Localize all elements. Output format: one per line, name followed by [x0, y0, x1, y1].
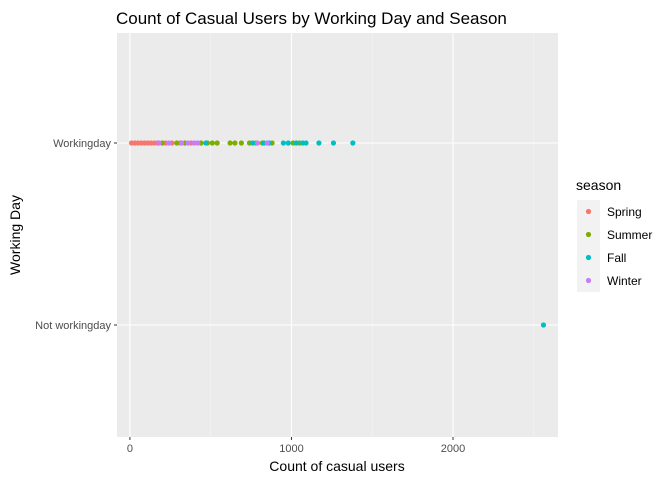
- data-point-fall: [250, 140, 256, 146]
- x-tick-label: 2000: [441, 443, 465, 455]
- data-point-summer: [232, 140, 238, 146]
- legend-marker-winter: [585, 277, 592, 284]
- data-point-winter: [185, 140, 191, 146]
- data-point-fall: [303, 140, 309, 146]
- data-point-summer: [227, 140, 233, 146]
- data-point-summer: [174, 140, 180, 146]
- data-point-fall: [285, 140, 291, 146]
- x-tick-label: 0: [127, 443, 133, 455]
- data-point-fall: [350, 140, 356, 146]
- legend-marker-fall: [585, 254, 592, 261]
- x-tick-label: 1000: [279, 443, 303, 455]
- data-point-winter: [264, 140, 270, 146]
- data-point-fall: [203, 140, 209, 146]
- legend-title: season: [576, 177, 621, 193]
- data-point-winter: [195, 140, 201, 146]
- data-point-summer: [209, 140, 215, 146]
- data-point-summer: [214, 140, 220, 146]
- data-points: [128, 140, 547, 328]
- y-tick-label: Workingday: [53, 138, 111, 150]
- data-point-fall: [330, 140, 337, 146]
- data-point-fall: [540, 322, 547, 328]
- data-point-winter: [156, 140, 162, 146]
- legend-label-winter: Winter: [607, 274, 642, 288]
- data-point-winter: [179, 140, 185, 146]
- y-tick-label: Not workingday: [35, 320, 111, 332]
- data-point-winter: [254, 140, 261, 146]
- x-axis-title: Count of casual users: [269, 458, 404, 474]
- data-point-summer: [238, 140, 244, 146]
- chart-title: Count of Casual Users by Working Day and…: [116, 9, 507, 28]
- legend-label-summer: Summer: [607, 228, 652, 242]
- data-point-fall: [280, 140, 286, 146]
- x-axis-ticks: 0 1000 2000: [127, 437, 465, 455]
- legend: season Spring Summer Fall Winter: [576, 177, 652, 292]
- legend-marker-summer: [585, 231, 592, 238]
- y-axis-ticks: Workingday Not workingday: [35, 138, 117, 332]
- y-axis-title: Working Day: [7, 195, 23, 275]
- data-point-fall: [316, 140, 322, 146]
- minor-gridlines: [210, 33, 535, 437]
- plot-panel: [117, 33, 558, 437]
- data-point-winter: [166, 140, 172, 146]
- data-point-fall: [293, 140, 299, 146]
- legend-label-spring: Spring: [607, 205, 642, 219]
- legend-marker-spring: [585, 208, 592, 215]
- legend-label-fall: Fall: [607, 251, 626, 265]
